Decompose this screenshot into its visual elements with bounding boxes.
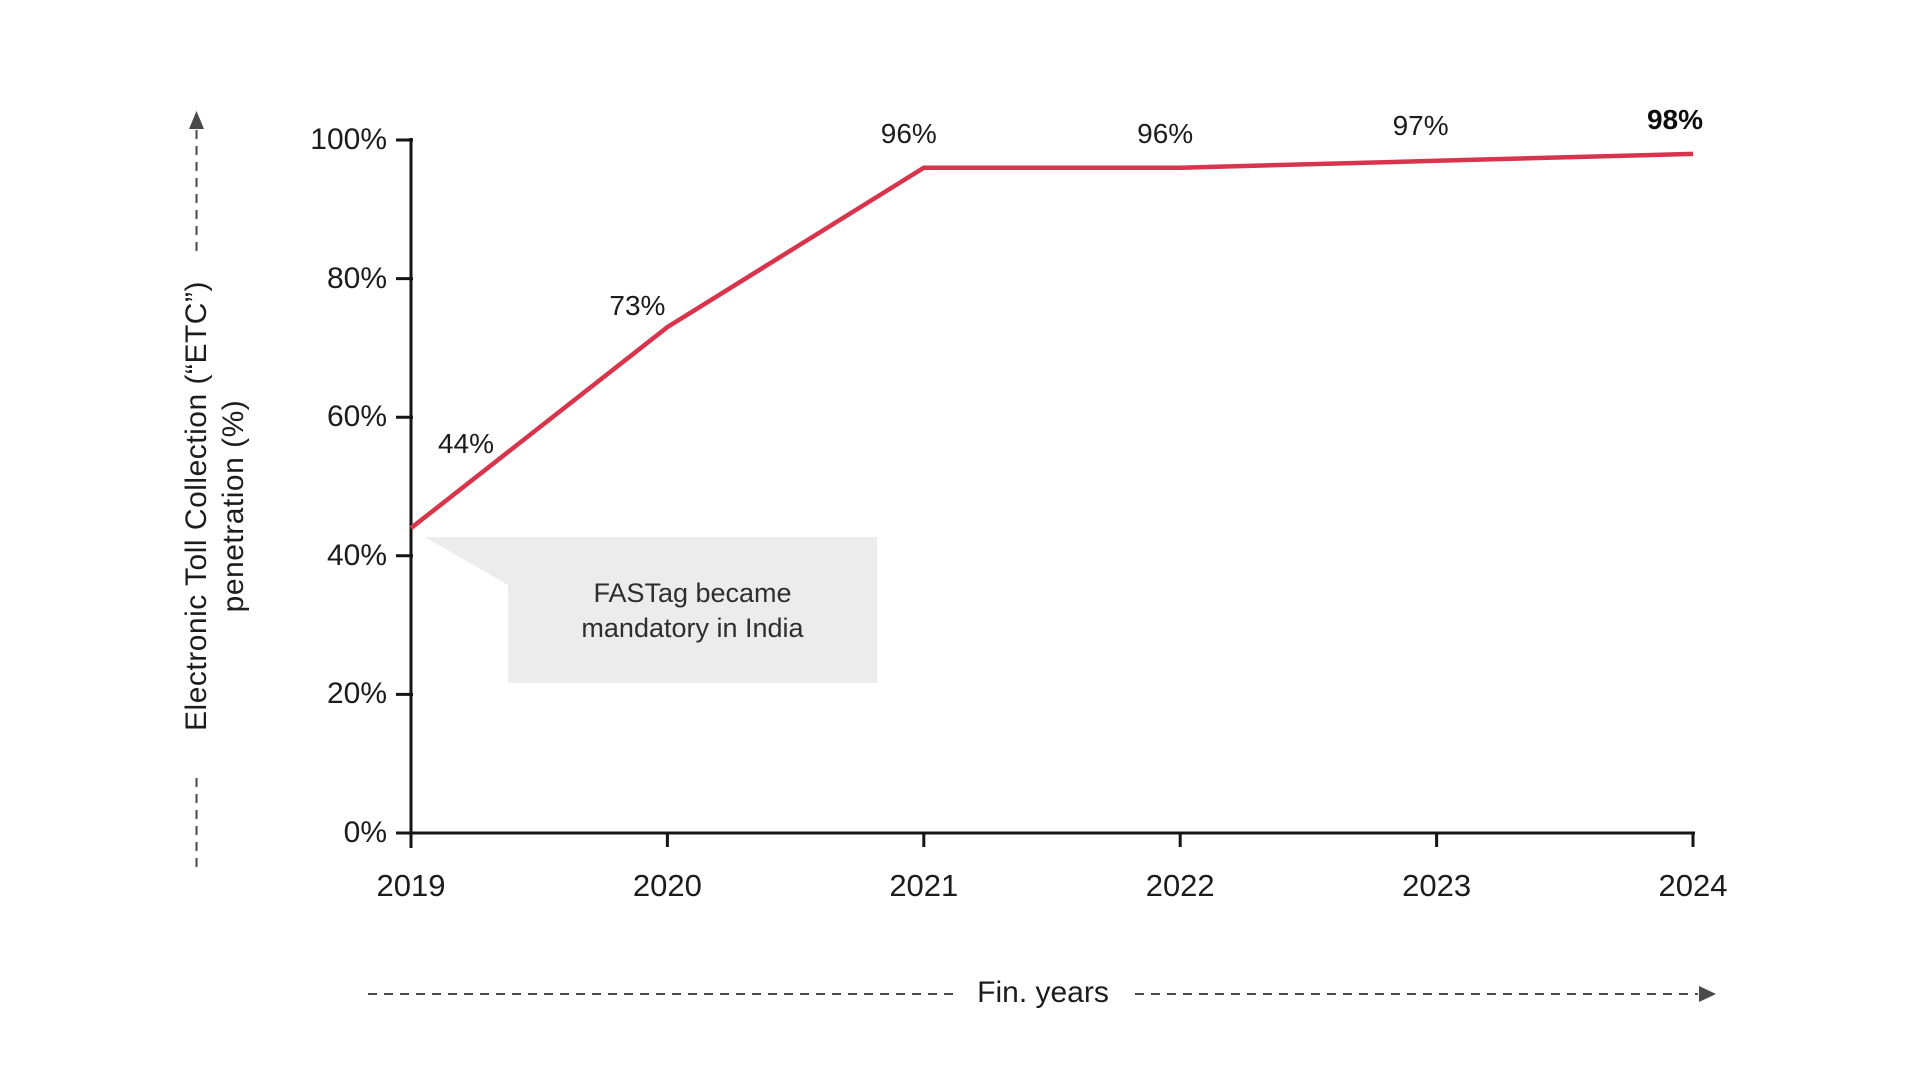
y-axis-title-line1: Electronic Toll Collection (“ETC”) xyxy=(180,281,213,731)
y-tick-label: 0% xyxy=(343,816,387,849)
y-axis-title-line2: penetration (%) xyxy=(217,399,250,613)
up-arrowhead-icon xyxy=(189,111,204,129)
callout-bubble xyxy=(425,537,877,683)
line-series xyxy=(409,151,1694,530)
x-tick-label: 2019 xyxy=(376,868,446,903)
callout-label: FASTag became mandatory in India xyxy=(581,578,804,643)
y-axis-title: Electronic Toll Collection (“ETC”) penet… xyxy=(178,156,252,856)
x-tick-label: 2022 xyxy=(1145,868,1215,903)
data-label: 44% xyxy=(437,428,495,460)
x-axis-title: Fin. years xyxy=(977,976,1109,1009)
x-tick-label: 2020 xyxy=(632,868,702,903)
y-tick-label: 100% xyxy=(310,123,387,156)
x-tick-label: 2024 xyxy=(1658,868,1728,903)
axis-arrows xyxy=(189,111,1716,1002)
data-label: 96% xyxy=(880,117,937,149)
callout: FASTag became mandatory in India xyxy=(508,576,877,646)
data-label: 96% xyxy=(1137,117,1194,149)
right-arrowhead-icon xyxy=(1699,986,1716,1002)
y-tick-label: 40% xyxy=(326,538,387,572)
data-label: 73% xyxy=(609,290,666,322)
etc-penetration-line xyxy=(409,151,1694,530)
y-tick-label: 60% xyxy=(326,400,387,434)
y-tick-label: 20% xyxy=(326,677,387,711)
x-tick-label: 2021 xyxy=(889,868,959,903)
data-label: 98% xyxy=(1646,103,1704,135)
y-tick-label: 80% xyxy=(326,261,387,295)
axes xyxy=(396,138,1695,848)
data-label: 97% xyxy=(1392,109,1449,141)
x-tick-label: 2023 xyxy=(1402,868,1472,903)
